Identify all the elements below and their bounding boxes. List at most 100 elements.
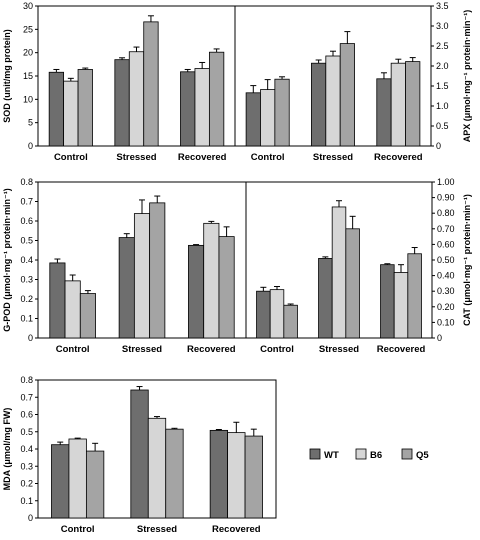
y-axis-label: MDA (μmol/mg FW) [2,408,12,491]
bar-wt [51,444,70,519]
y-tick-label: 0.1 [20,314,33,324]
y-tick-label: 0 [436,141,441,151]
bar-wt [245,92,261,147]
y-tick-label: 0.5 [20,236,33,246]
x-category-label: Control [56,344,90,355]
bar-q5 [218,236,235,339]
panel-g-pod: 0 0.1 0.2 0.3 0.4 0.5 0.6 0.7 0.8 G-POD (μmol·mg⁻… [2,177,247,355]
y-tick-label: 0 [28,141,33,151]
y-tick-label: 0.80 [437,208,455,218]
y-tick-label: 0.20 [437,302,455,312]
bar-b6 [194,68,210,147]
y-tick-label: 0.6 [20,410,33,420]
y-tick-label: 0.2 [20,294,33,304]
bar-q5 [165,428,184,519]
y-tick-label: 0.3 [20,461,33,471]
bar-b6 [260,89,276,147]
bar-wt [376,78,392,147]
x-category-label: Control [54,152,88,163]
y-tick-label: 1.00 [437,177,455,187]
bar-b6 [393,272,409,339]
y-axis-label: CAT (μmol·mg⁻¹ protein·min⁻¹) [462,194,472,326]
bar-wt [48,71,65,147]
bar-q5 [244,435,263,519]
x-category-label: Recovered [187,344,236,355]
x-category-label: Control [61,524,95,535]
bar-q5 [407,253,422,339]
x-category-label: Stressed [122,344,162,355]
bar-q5 [283,304,298,339]
bar-wt [180,71,196,147]
y-tick-label: 0.1 [20,496,33,506]
y-tick-label: 0.3 [20,275,33,285]
bar-q5 [405,61,421,147]
bar-wt [311,62,327,147]
x-category-label: Recovered [374,152,423,163]
bar-b6 [269,289,285,339]
y-tick-label: 0.4 [20,255,33,265]
y-tick-label: 0.90 [437,193,455,203]
bar-q5 [143,21,159,147]
bar-wt [256,290,271,339]
bar-b6 [203,222,220,339]
legend-swatch-b6 [355,448,367,460]
y-tick-label: 0 [437,333,442,343]
bar-b6 [227,432,246,519]
y-tick-label: 0.2 [20,479,33,489]
y-tick-label: 1.5 [436,81,449,91]
bar-q5 [339,43,355,147]
legend-label-q5: Q5 [416,450,429,461]
y-tick-label: 0.8 [20,375,33,385]
bar-b6 [63,80,79,147]
bar-b6 [390,62,406,147]
bar-wt [118,237,135,339]
y-tick-label: 0.70 [437,224,455,234]
panel-mda: 0 0.1 0.2 0.3 0.4 0.5 0.6 0.7 0.8 MDA (μmol/mg FW… [2,375,277,535]
bar-wt [130,389,149,519]
y-tick-label: 2.5 [436,41,449,51]
bar-b6 [133,213,151,339]
legend-swatch-q5 [401,448,413,460]
y-tick-label: 0.5 [20,427,33,437]
bar-q5 [85,450,105,519]
panel-sod: 0 5 10 15 20 25 30 SOD (unit/mg protein) Control… [2,1,236,163]
y-tick-label: 10 [23,94,33,104]
y-axis-label: SOD (unit/mg protein) [2,29,12,123]
legend-label-b6: B6 [370,450,382,461]
x-category-label: Stressed [116,152,156,163]
bar-q5 [274,78,290,147]
bar-wt [209,429,229,519]
bar-q5 [208,51,225,147]
y-tick-label: 2.0 [436,61,449,71]
y-tick-label: 0.50 [437,255,455,265]
bar-wt [318,258,333,339]
y-axis-label: APX (μmol·mg⁻¹ protein·min⁻¹) [462,10,472,143]
y-tick-label: 0.30 [437,286,455,296]
bar-b6 [331,206,347,339]
y-tick-label: 1.0 [436,101,449,111]
bar-q5 [345,228,360,339]
x-category-label: Stressed [313,152,353,163]
x-category-label: Control [251,152,285,163]
x-category-label: Recovered [212,524,261,535]
x-category-label: Stressed [319,344,359,355]
y-tick-label: 0.4 [20,444,33,454]
legend-swatch-wt [309,448,321,460]
y-tick-label: 0.60 [437,239,455,249]
y-tick-label: 0.7 [20,197,33,207]
y-tick-label: 15 [23,71,33,81]
x-category-label: Recovered [377,344,426,355]
bar-q5 [77,69,93,147]
bar-wt [380,264,395,339]
bar-wt [114,59,130,147]
y-tick-label: 0.40 [437,271,455,281]
y-tick-label: 3.5 [436,1,449,11]
bar-b6 [64,280,81,339]
y-tick-label: 30 [23,1,33,11]
x-category-label: Stressed [137,524,177,535]
bar-b6 [147,417,167,519]
y-tick-label: 0 [28,513,33,523]
bar-b6 [68,438,87,519]
y-tick-label: 25 [23,24,33,34]
bar-b6 [325,55,341,147]
